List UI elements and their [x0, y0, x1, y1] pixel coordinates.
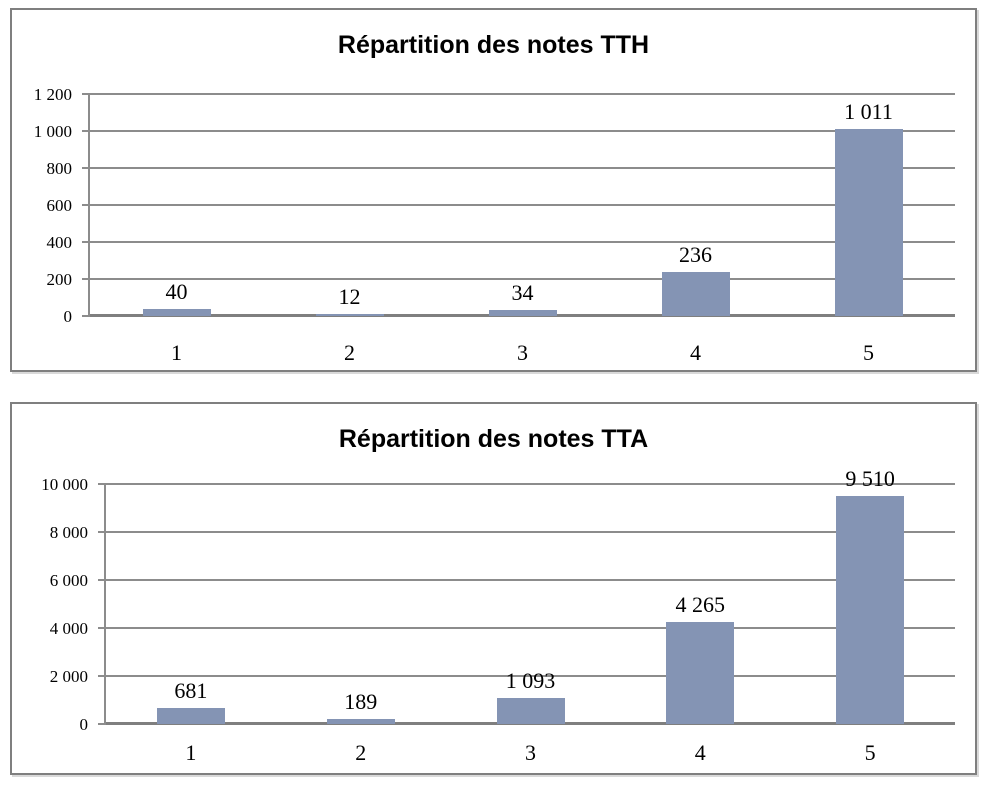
- category-label: 3: [525, 740, 536, 765]
- category-label: 5: [863, 340, 874, 365]
- y-axis-tick: [82, 130, 90, 132]
- category-label: 3: [517, 340, 528, 365]
- gridline: [90, 278, 955, 280]
- chart-card-tth: Répartition des notes TTH 0 200 400 600 800 1…: [10, 8, 977, 372]
- bar: [496, 697, 565, 724]
- bar-value-label: 1 011: [844, 98, 893, 124]
- category-label: 1: [185, 740, 197, 765]
- y-axis-tick: [82, 167, 90, 169]
- gridline: [90, 130, 955, 132]
- y-axis-line: [104, 484, 106, 724]
- y-tick-label: 6 000: [49, 571, 88, 590]
- bar: [315, 313, 384, 316]
- bar-value-label: 681: [174, 677, 208, 703]
- bar: [488, 309, 557, 316]
- y-axis-tick: [98, 723, 106, 725]
- category-label: 2: [344, 340, 355, 365]
- category-label: 4: [690, 340, 701, 365]
- y-tick-label: 10 000: [41, 475, 88, 494]
- y-tick-label: 1 200: [33, 85, 72, 104]
- y-tick-label: 0: [63, 307, 73, 326]
- category-label: 4: [694, 740, 706, 765]
- y-axis-tick: [98, 483, 106, 485]
- category-label: 2: [355, 740, 367, 765]
- bar: [326, 719, 395, 724]
- category-label: 1: [171, 340, 182, 365]
- bar: [836, 495, 905, 724]
- chart-card-tta: Répartition des notes TTA 0 2 000 4 000 6 0…: [10, 402, 977, 775]
- y-axis-tick: [98, 675, 106, 677]
- y-axis-tick: [82, 204, 90, 206]
- gridline: [90, 241, 955, 243]
- y-tick-label: 8 000: [49, 523, 88, 542]
- bar: [666, 621, 735, 724]
- bar-value-label: 236: [679, 242, 712, 268]
- y-tick-label: 400: [46, 233, 73, 252]
- plot-area-tta: 0 2 000 4 000 6 000 8 000 10 000 681 1 189 2 1 093…: [41, 466, 955, 765]
- y-tick-label: 0: [79, 715, 89, 734]
- gridline: [90, 204, 955, 206]
- y-axis-tick: [82, 241, 90, 243]
- y-tick-label: 1 000: [33, 122, 72, 141]
- y-tick-label: 2 000: [49, 667, 88, 686]
- y-axis-tick: [82, 93, 90, 95]
- bar: [156, 707, 225, 724]
- gridline: [90, 93, 955, 95]
- y-axis-tick: [98, 531, 106, 533]
- gridline: [106, 531, 955, 533]
- bar-value-label: 40: [165, 278, 188, 304]
- y-tick-label: 200: [46, 270, 73, 289]
- gridline: [106, 579, 955, 581]
- chart-title-tta: Répartition des notes TTA: [338, 425, 649, 453]
- bar-value-label: 9 510: [845, 465, 895, 491]
- bar: [661, 272, 730, 316]
- bar-value-label: 189: [344, 689, 378, 715]
- y-tick-label: 4 000: [49, 619, 88, 638]
- gridline: [106, 627, 955, 629]
- bar-value-label: 4 265: [675, 591, 726, 617]
- chart-title-tth: Répartition des notes TTH: [337, 31, 650, 59]
- gridline: [90, 167, 955, 169]
- bar-value-label: 12: [338, 283, 361, 309]
- bar-value-label: 34: [511, 279, 534, 305]
- plot-area-tth: 0 200 400 600 800 1 000 1 200 40 1 12 2 34 3 236 4 1 01…: [34, 85, 955, 365]
- y-axis-tick: [82, 315, 90, 317]
- y-tick-label: 800: [46, 159, 73, 178]
- bar: [142, 308, 211, 316]
- bar: [834, 128, 903, 316]
- y-axis-tick: [98, 627, 106, 629]
- y-tick-label: 600: [46, 196, 73, 215]
- y-axis-tick: [98, 579, 106, 581]
- gridline: [106, 483, 955, 485]
- y-axis-tick: [82, 278, 90, 280]
- category-label: 5: [864, 740, 876, 765]
- bar-value-label: 1 093: [505, 667, 556, 693]
- gridline: [106, 675, 955, 677]
